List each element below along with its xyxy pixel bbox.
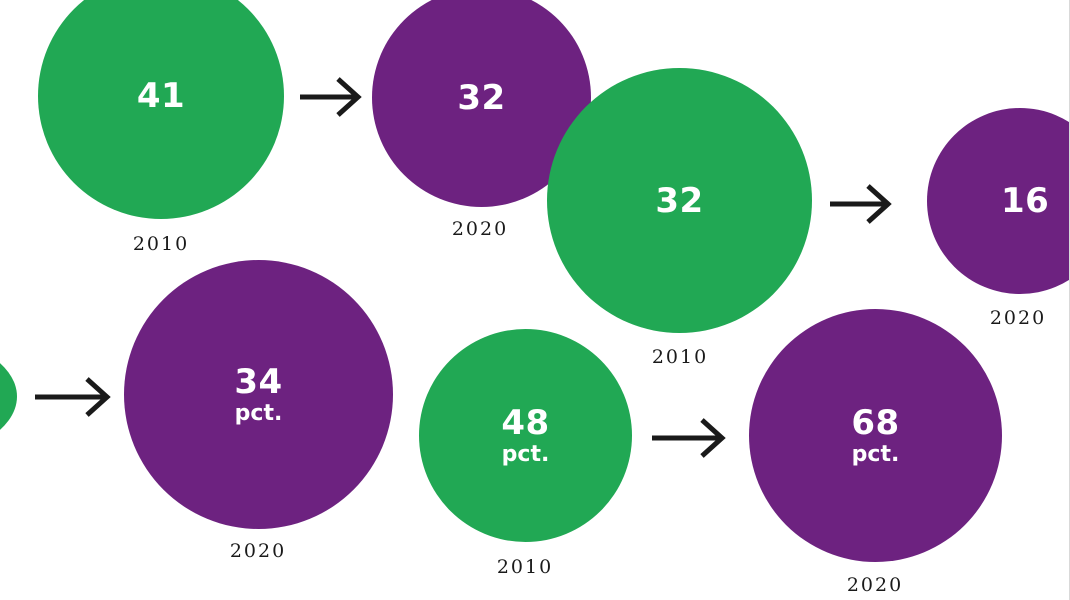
- circle-2020-34pct: 34 pct.: [124, 260, 393, 529]
- arrow-right-icon: [830, 184, 892, 224]
- circle-value: 48: [501, 402, 550, 443]
- circle-value: 68: [851, 402, 900, 443]
- year-label: 2020: [989, 307, 1047, 329]
- year-label: 2010: [496, 556, 554, 578]
- year-label: 2010: [651, 346, 709, 368]
- circle-2010-32: 32: [547, 68, 812, 333]
- circle-value: 32: [655, 180, 704, 221]
- circle-2010-48pct: 48 pct.: [419, 329, 632, 542]
- year-label: 2020: [229, 540, 287, 562]
- arrow-right-icon: [652, 418, 726, 458]
- arrow-right-icon: [35, 377, 111, 417]
- year-label: 2020: [451, 218, 509, 240]
- circle-value: 32: [457, 77, 506, 118]
- circle-2010-41: 41: [38, 0, 284, 219]
- year-label: 2010: [132, 233, 190, 255]
- circle-value: 16: [1001, 181, 1050, 221]
- circle-unit: pct.: [851, 441, 900, 467]
- year-label: 2020: [846, 574, 904, 596]
- circle-2020-16: 16: [927, 108, 1070, 294]
- circle-2010-partial: [0, 333, 17, 460]
- circle-unit: pct.: [501, 441, 550, 467]
- circle-unit: pct.: [234, 400, 283, 426]
- circle-value: 34: [234, 361, 283, 402]
- circle-2020-68pct: 68 pct.: [749, 309, 1002, 562]
- circle-value: 41: [136, 76, 186, 116]
- arrow-right-icon: [300, 77, 362, 117]
